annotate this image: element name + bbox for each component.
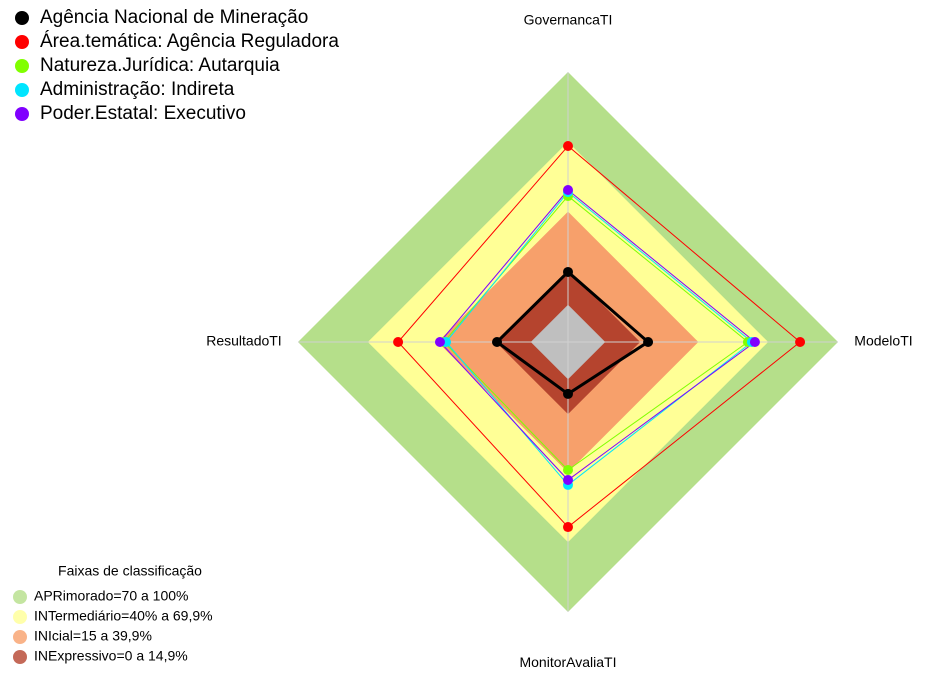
band-legend-label: INExpressivo=0 a 14,9% [34,648,188,664]
band-legend-marker [13,590,27,604]
series-point [643,337,654,347]
series-point [563,522,573,533]
series-point [563,185,573,196]
axis-label: ModeloTI [854,333,912,349]
band-legend-marker [13,610,27,624]
legend-label: Agência Nacional de Mineração [40,7,308,28]
series-point [749,337,760,347]
band-legend-marker [13,630,27,644]
band-legend-label: INIcial=15 a 39,9% [34,628,152,644]
axis-label: ResultadoTI [206,333,281,349]
legend-label: Área.temática: Agência Reguladora [40,31,339,52]
band-legend-label: APRimorado=70 a 100% [34,588,189,604]
series-point [434,337,445,347]
series-point [563,388,573,399]
legend-marker [15,35,29,49]
series-point [563,465,573,476]
series-point [563,141,573,152]
band-legend-marker [13,650,27,664]
series-point [492,337,503,347]
bands-title: Faixas de classificação [58,563,202,579]
series-point [563,266,573,277]
legend-label: Administração: Indireta [40,79,235,100]
legend-label: Natureza.Jurídica: Autarquia [40,55,280,76]
series-point [393,337,404,347]
legend-label: Poder.Estatal: Executivo [40,103,246,124]
axis-label: MonitorAvaliaTI [519,654,616,670]
axis-label: GovernancaTI [524,11,613,27]
legend-marker [15,59,29,73]
legend-marker [15,107,29,121]
legend-marker [15,83,29,97]
band-legend-label: INTermediário=40% a 69,9% [34,608,213,624]
series-point [795,337,806,347]
series-point [563,475,573,486]
legend-marker [15,11,29,25]
